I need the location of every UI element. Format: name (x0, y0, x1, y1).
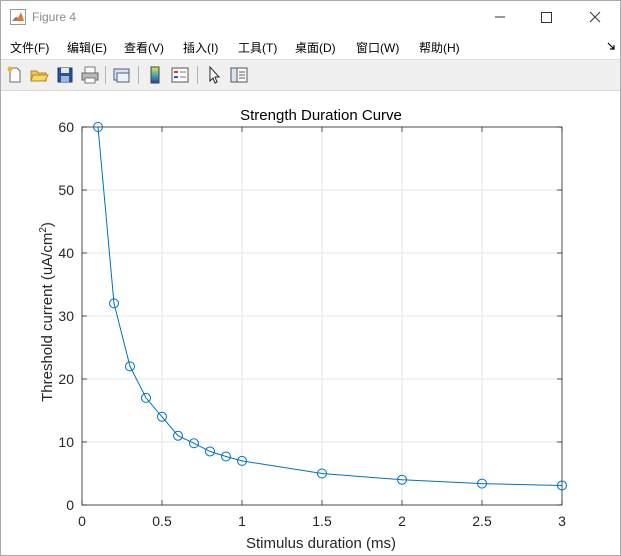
x-tick-label: 2 (398, 513, 406, 529)
menu-window[interactable]: 窗口(W) (356, 41, 400, 55)
grid-lines (81, 126, 563, 506)
x-tick-label: 1 (238, 513, 246, 529)
data-point-marker (109, 298, 119, 309)
data-point-marker (205, 446, 215, 457)
data-point-marker (141, 392, 151, 403)
legend-icon[interactable] (170, 65, 190, 85)
y-tick-label: 10 (58, 434, 74, 450)
data-point-marker (157, 411, 167, 422)
data-point-marker (477, 478, 487, 489)
print-icon[interactable] (80, 65, 100, 85)
y-tick-label: 60 (58, 119, 74, 135)
y-axis-label: Threshold current (uA/cm2) (38, 222, 56, 402)
y-axis-label-tail: ) (39, 222, 56, 227)
x-tick-label: 3 (558, 513, 566, 529)
data-point-marker (317, 468, 327, 479)
data-markers (93, 122, 567, 491)
close-button[interactable] (571, 1, 617, 33)
close-icon (589, 11, 601, 23)
x-axis-label: Stimulus duration (ms) (246, 535, 396, 552)
colorbar-icon[interactable] (145, 65, 165, 85)
y-tick-label: 40 (58, 245, 74, 261)
y-axis-label-superscript: 2 (38, 227, 49, 233)
toolbar-separator (197, 66, 198, 84)
property-inspector-icon[interactable] (229, 65, 249, 85)
toolbar-separator (138, 66, 139, 84)
maximize-button[interactable] (523, 1, 569, 33)
menu-insert[interactable]: 插入(I) (183, 41, 219, 55)
y-tick-label: 50 (58, 182, 74, 198)
y-tick-label: 0 (66, 497, 74, 513)
minimize-icon (495, 16, 505, 18)
minimize-button[interactable] (477, 1, 523, 33)
axis-ticks (81, 126, 563, 506)
menu-desktop[interactable]: 桌面(D) (295, 41, 336, 55)
y-tick-label: 30 (58, 308, 74, 324)
menu-bar: 文件(F) 编辑(E) 查看(V) 插入(I) 工具(T) 桌面(D) 窗口(W… (1, 33, 620, 60)
x-tick-label: 1.5 (312, 513, 332, 529)
data-point-marker (237, 455, 247, 466)
data-line (97, 126, 563, 486)
window-title: Figure 4 (32, 10, 77, 24)
edit-plot-arrow-icon[interactable] (204, 65, 224, 85)
link-plot-icon[interactable] (112, 65, 132, 85)
chart-title: Strength Duration Curve (240, 107, 402, 124)
x-tick-label: 2.5 (472, 513, 492, 529)
data-point-marker (93, 122, 103, 132)
x-tick-label: 0 (78, 513, 86, 529)
y-axis-label-main: Threshold current (uA/cm (39, 233, 56, 402)
title-bar[interactable]: Figure 4 (1, 1, 620, 33)
menu-tools[interactable]: 工具(T) (238, 41, 278, 55)
data-point-marker (125, 361, 135, 372)
open-file-icon[interactable] (29, 65, 49, 85)
new-figure-icon[interactable] (5, 65, 25, 85)
x-tick-label: 0.5 (152, 513, 172, 529)
menu-spacer (471, 36, 607, 58)
data-point-marker (189, 438, 199, 449)
data-point-marker (557, 480, 567, 491)
figure-canvas: 0 0.5 1 1.5 2 2.5 3 0 10 20 30 40 50 60 Strength Dura… (1, 91, 620, 555)
menu-help[interactable]: 帮助(H) (419, 41, 460, 55)
toolbar-separator (105, 66, 106, 84)
maximize-icon (541, 12, 552, 23)
save-icon[interactable] (55, 65, 75, 85)
data-point-marker (397, 474, 407, 485)
menu-edit[interactable]: 编辑(E) (67, 41, 107, 55)
y-tick-label: 20 (58, 371, 74, 387)
matlab-logo-icon (10, 9, 26, 25)
menu-view[interactable]: 查看(V) (124, 41, 164, 55)
dock-arrow-icon[interactable] (607, 42, 617, 52)
data-point-marker (221, 451, 231, 462)
menu-file[interactable]: 文件(F) (10, 41, 50, 55)
data-point-marker (173, 430, 183, 441)
figure-toolbar (1, 60, 620, 91)
